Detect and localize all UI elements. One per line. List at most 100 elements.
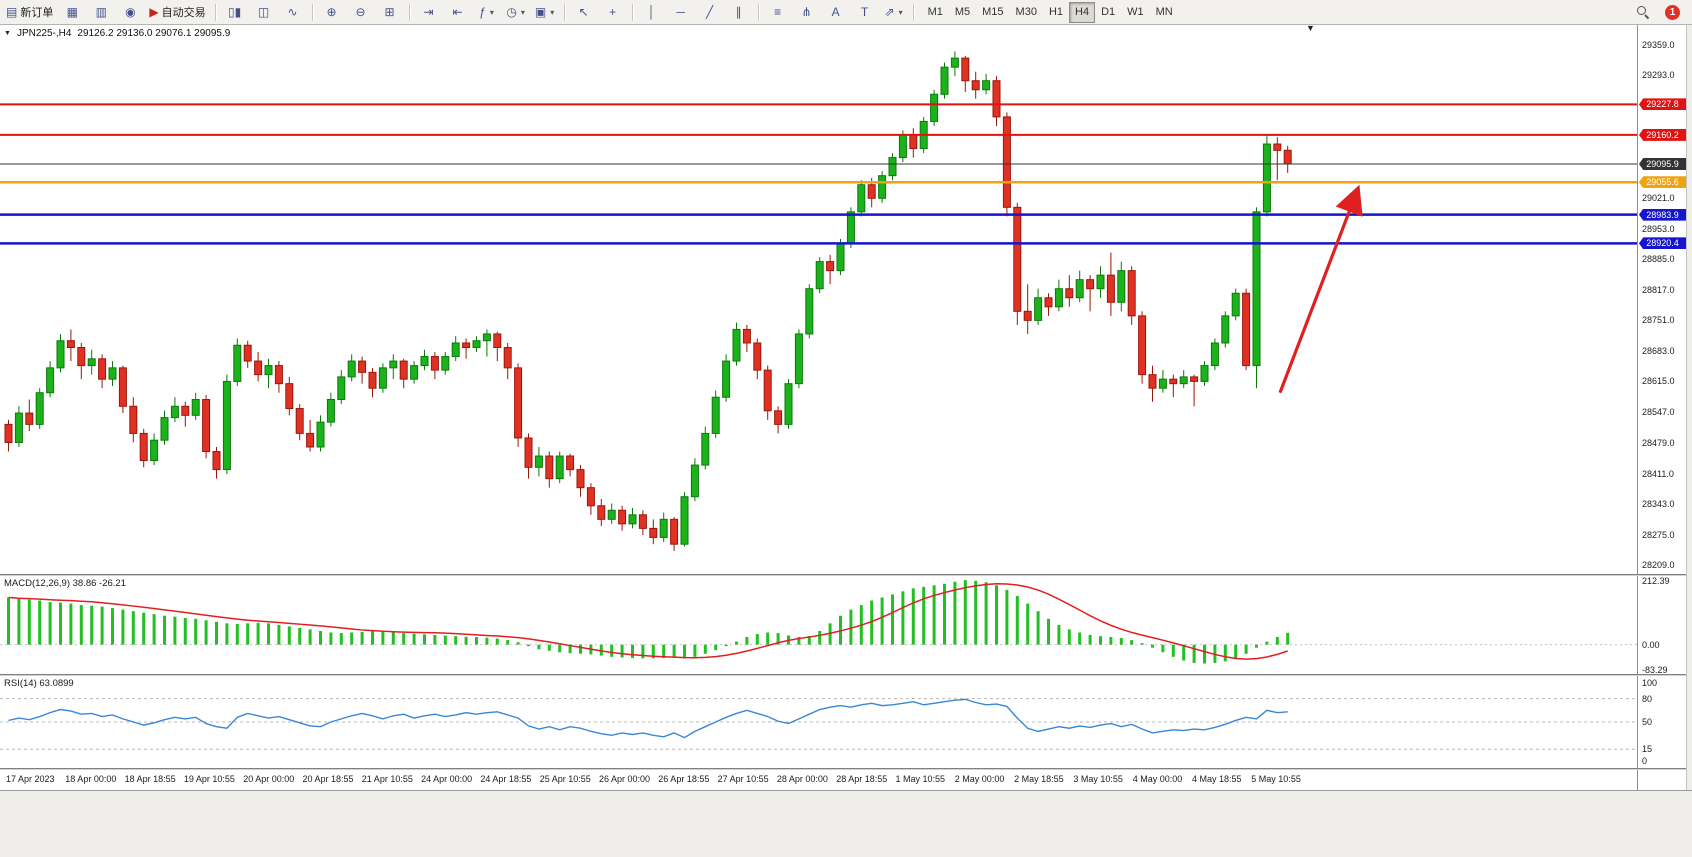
candle: [1117, 270, 1126, 303]
candle: [659, 518, 668, 538]
price-tag-29160.2: 29160.2: [1639, 128, 1686, 141]
line-chart-button[interactable]: ∿: [279, 1, 307, 24]
templates-button[interactable]: ▣ ▾: [531, 1, 559, 24]
price-tick-label: 28275.0: [1642, 530, 1675, 541]
cursor-icon: ↖: [578, 5, 589, 19]
toolbar-separator: [214, 3, 216, 21]
periods-dropdown-icon[interactable]: ▾: [520, 7, 525, 17]
date-label: 20 Apr 18:55: [302, 774, 354, 784]
cursor-button[interactable]: ↖: [570, 1, 598, 24]
candle: [940, 66, 949, 95]
text-label-button[interactable]: T: [851, 1, 879, 24]
candle: [815, 261, 824, 290]
macd-axis[interactable]: 212.39 0.00 -83.29: [1637, 576, 1686, 674]
data-window-button[interactable]: ▥: [87, 1, 115, 24]
price-tag-29095.9: 29095.9: [1639, 157, 1686, 170]
toolbar-separator: [912, 3, 914, 21]
candle: [555, 455, 564, 480]
date-label: 18 Apr 00:00: [65, 774, 117, 784]
timeframe-button-m15[interactable]: M15: [982, 6, 1004, 18]
timeframe-button-m30[interactable]: M30: [1015, 6, 1037, 18]
vertical-line-button[interactable]: │: [638, 1, 666, 24]
candle: [389, 360, 398, 369]
price-axis[interactable]: 29359.0 29293.0 29021.0 28953.0 28885.0 28817…: [1637, 25, 1686, 574]
panel-splitter[interactable]: [0, 574, 1686, 576]
periods-icon: ◷: [506, 5, 517, 19]
zoom-out-button[interactable]: ⊖: [347, 1, 375, 24]
candle: [1044, 297, 1053, 308]
candle: [950, 57, 959, 68]
autotrading-button[interactable]: ▶ 自动交易: [145, 1, 209, 24]
crosshair-button[interactable]: +: [599, 1, 627, 24]
indicators-dropdown-icon[interactable]: ▾: [489, 7, 494, 17]
macd-canvas[interactable]: MACD(12,26,9) 38.86 -26.21: [0, 576, 1637, 674]
macd-signal-line: [8, 583, 1288, 660]
timeframe-button-h1[interactable]: H1: [1048, 6, 1064, 18]
timeframe-button-d1[interactable]: D1: [1101, 6, 1116, 18]
candle: [139, 432, 148, 462]
fibonacci-icon: ≡: [774, 5, 782, 19]
date-label: 25 Apr 10:55: [539, 774, 591, 784]
templates-dropdown-icon[interactable]: ▾: [550, 7, 555, 17]
timeframe-button-m5[interactable]: M5: [954, 6, 971, 18]
chart-shift-marker-icon[interactable]: ▼: [1306, 25, 1315, 33]
timeframe-toolbar: M1 M5 M15 M30 H1 H4 D1 W1 MN: [922, 1, 1179, 23]
candle: [1138, 315, 1147, 376]
zoom-in-button[interactable]: ⊕: [318, 1, 346, 24]
candle: [930, 93, 939, 122]
candle: [1065, 288, 1074, 299]
candle: [14, 412, 23, 443]
timeframe-button-h4[interactable]: H4: [1069, 1, 1096, 23]
candle: [274, 365, 283, 385]
chart-shift-button[interactable]: ⇤: [444, 1, 472, 24]
price-tick-label: 29021.0: [1642, 192, 1675, 203]
price-tag-28920.4: 28920.4: [1639, 237, 1686, 250]
candle: [77, 347, 86, 367]
equidistant-channel-icon: ∥: [735, 5, 742, 19]
toolbar: ▤ 新订单 ▦ ▥ ◉ ▶ 自动交易 ▯▮ ◫ ∿ ⊕ ⊖ ⊞ ⇥ ⇤ ƒ ▾ ◷ ▾ ▣ ▾ ↖ + │ ─ ╱ ∥ ≡ ⋔ A T ⇗ ▾ …: [0, 0, 1692, 25]
arrows-button[interactable]: ⇗ ▾: [880, 1, 908, 24]
candle: [888, 157, 897, 177]
timeframe-button-m1[interactable]: M1: [927, 6, 943, 18]
timeframe-button-mn[interactable]: MN: [1155, 6, 1173, 18]
main-chart-canvas[interactable]: ▼ JPN225-,H4 29126.2 29136.0 29076.1 290…: [0, 25, 1637, 574]
tile-windows-button[interactable]: ⊞: [376, 1, 404, 24]
equidistant-channel-button[interactable]: ∥: [725, 1, 753, 24]
candle: [1190, 376, 1199, 382]
andrews-pitchfork-icon: ⋔: [801, 5, 812, 19]
andrews-pitchfork-button[interactable]: ⋔: [793, 1, 821, 24]
search-button[interactable]: [1629, 1, 1657, 24]
fibonacci-button[interactable]: ≡: [764, 1, 792, 24]
bar-chart-button[interactable]: ▯▮: [221, 1, 249, 24]
toolbar-right: 1: [1629, 1, 1690, 24]
periods-button[interactable]: ◷ ▾: [502, 1, 530, 24]
indicators-button[interactable]: ƒ ▾: [473, 1, 501, 24]
chart-collapse-icon[interactable]: ▼: [4, 30, 11, 37]
panel-splitter[interactable]: [0, 768, 1686, 770]
candle: [347, 360, 356, 378]
candle: [638, 514, 647, 529]
candle: [836, 243, 845, 272]
candle: [680, 496, 689, 545]
candlestick-chart-button[interactable]: ◫: [250, 1, 278, 24]
web-community-button[interactable]: ◉: [116, 1, 144, 24]
notification-badge[interactable]: 1: [1665, 4, 1680, 20]
date-label: 5 May 10:55: [1251, 774, 1301, 784]
candle: [982, 80, 991, 91]
text-button[interactable]: A: [822, 1, 850, 24]
rsi-axis[interactable]: 100 80 50 15 0: [1637, 676, 1686, 768]
candle: [1262, 143, 1271, 213]
trendline-button[interactable]: ╱: [696, 1, 724, 24]
arrows-dropdown-icon[interactable]: ▾: [898, 7, 903, 17]
new-order-button[interactable]: ▤ 新订单: [2, 1, 57, 24]
search-icon: [1637, 6, 1649, 18]
rsi-canvas[interactable]: RSI(14) 63.0899: [0, 676, 1637, 768]
horizontal-line-button[interactable]: ─: [667, 1, 695, 24]
date-label: 26 Apr 18:55: [658, 774, 710, 784]
panel-splitter[interactable]: [0, 674, 1686, 676]
timeframe-button-w1[interactable]: W1: [1127, 6, 1144, 18]
price-tick-label: 28479.0: [1642, 437, 1675, 448]
auto-scroll-button[interactable]: ⇥: [415, 1, 443, 24]
profiles-button[interactable]: ▦: [58, 1, 86, 24]
date-axis[interactable]: 17 Apr 2023 18 Apr 00:00 18 Apr 18:55 19 Ap…: [0, 770, 1637, 790]
